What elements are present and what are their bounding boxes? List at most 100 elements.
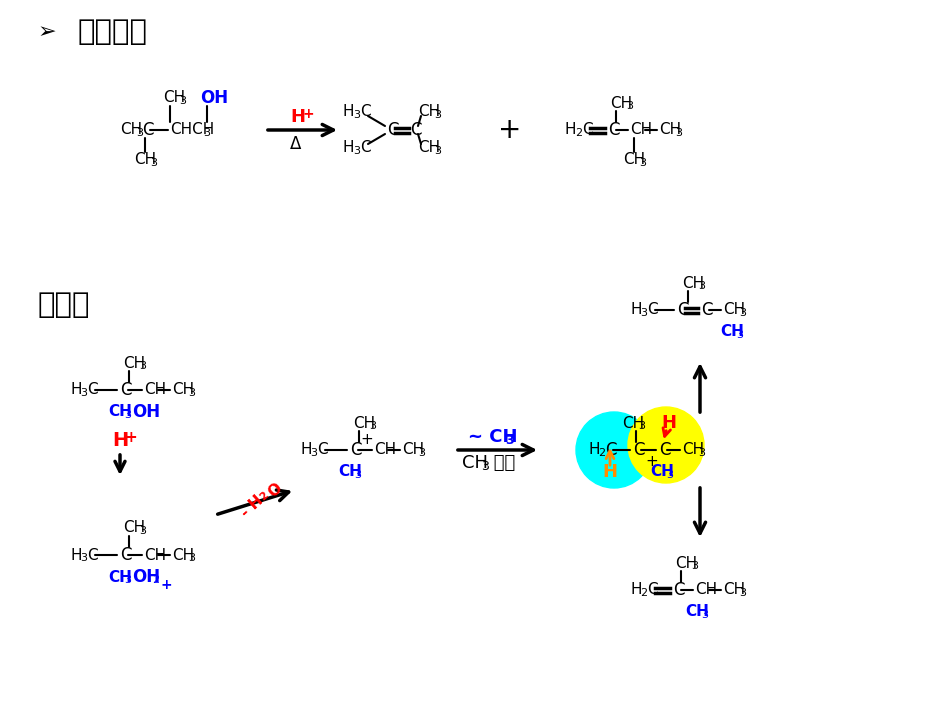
Text: 3: 3 [136,128,143,138]
Text: Δ: Δ [290,135,301,153]
Text: O: O [265,480,285,500]
Text: CH: CH [610,96,632,111]
Text: CH: CH [720,324,744,339]
Text: CH: CH [144,548,166,563]
Text: 3: 3 [179,96,186,106]
Text: 2: 2 [575,128,582,138]
Text: H: H [290,108,305,126]
Text: C: C [582,123,593,138]
Text: C: C [360,105,370,120]
Text: H: H [70,548,82,563]
Text: C: C [142,121,154,139]
Text: CH: CH [622,416,644,431]
Text: 3: 3 [701,610,708,620]
Text: 3: 3 [418,448,425,458]
Text: 3: 3 [354,470,361,480]
Text: C: C [647,302,657,317]
Text: 2: 2 [598,448,605,458]
Text: H: H [343,105,354,120]
Text: CH: CH [630,123,652,138]
Text: ➢: ➢ [38,22,57,42]
Text: CH: CH [353,416,375,431]
Text: +: + [160,578,172,592]
Text: 3: 3 [353,146,360,156]
Text: H: H [112,431,128,449]
Text: +: + [499,116,522,144]
Text: CH: CH [418,140,440,155]
Text: 3: 3 [739,308,746,318]
Text: C: C [608,121,619,139]
Text: H: H [343,140,354,155]
Text: C: C [387,121,398,139]
Text: C: C [120,546,131,564]
Text: C: C [673,581,685,599]
Text: OH: OH [200,89,228,107]
Text: CH: CH [659,123,681,138]
Text: C: C [360,140,370,155]
Text: OH: OH [132,403,161,421]
Text: 3: 3 [736,330,743,340]
Text: 3: 3 [188,553,195,563]
Text: C: C [605,441,617,459]
Text: C: C [633,441,644,459]
Text: - H: - H [238,493,266,520]
Text: 机理：: 机理： [38,291,90,319]
Text: C: C [410,121,422,139]
Text: CH: CH [172,548,194,563]
Text: 3: 3 [188,388,195,398]
Text: 2: 2 [152,575,160,585]
Text: 3: 3 [481,459,489,473]
Text: +: + [124,429,137,444]
Text: 3: 3 [310,448,317,458]
Text: C: C [659,441,671,459]
Text: 3: 3 [691,561,698,571]
Text: 3: 3 [203,128,210,138]
Text: CH: CH [695,583,717,597]
Text: 3: 3 [369,421,376,431]
Text: C: C [120,381,131,399]
Text: CH: CH [172,382,194,398]
Text: 3: 3 [139,526,146,536]
Text: H: H [70,382,82,398]
Text: 3: 3 [698,448,705,458]
Text: C: C [677,301,689,319]
Text: 3: 3 [353,110,360,120]
Text: 重排现象: 重排现象 [78,18,148,46]
Text: 3: 3 [505,434,514,446]
Text: 3: 3 [640,308,647,318]
Text: 2: 2 [258,490,271,503]
Circle shape [576,412,652,488]
Text: 3: 3 [639,158,646,168]
Text: CH: CH [402,443,424,458]
Text: CH: CH [723,302,745,317]
Text: 3: 3 [150,158,157,168]
Text: CH: CH [120,123,142,138]
Text: 3: 3 [626,101,633,111]
Text: C: C [350,441,362,459]
Text: H: H [661,414,676,432]
Text: +: + [645,454,657,469]
Text: CH: CH [418,105,440,120]
Text: 3: 3 [434,110,441,120]
Text: 3: 3 [698,281,705,291]
Text: CH: CH [675,555,697,570]
Text: CHCH: CHCH [170,123,215,138]
Text: CH: CH [163,91,185,106]
Text: 3: 3 [675,128,682,138]
Text: C: C [701,301,712,319]
Text: CH: CH [685,605,709,620]
Text: OH: OH [132,568,161,586]
Text: H: H [602,463,617,481]
Text: CH: CH [123,356,145,371]
Text: +: + [360,433,372,448]
Text: CH: CH [123,520,145,535]
Text: CH: CH [108,570,132,585]
Text: C: C [647,583,657,597]
Text: CH: CH [462,454,488,472]
Text: H: H [565,123,577,138]
Text: H: H [630,302,641,317]
Text: H: H [588,443,599,458]
Text: CH: CH [374,443,396,458]
Text: 迁移: 迁移 [488,454,515,472]
Text: C: C [87,548,98,563]
